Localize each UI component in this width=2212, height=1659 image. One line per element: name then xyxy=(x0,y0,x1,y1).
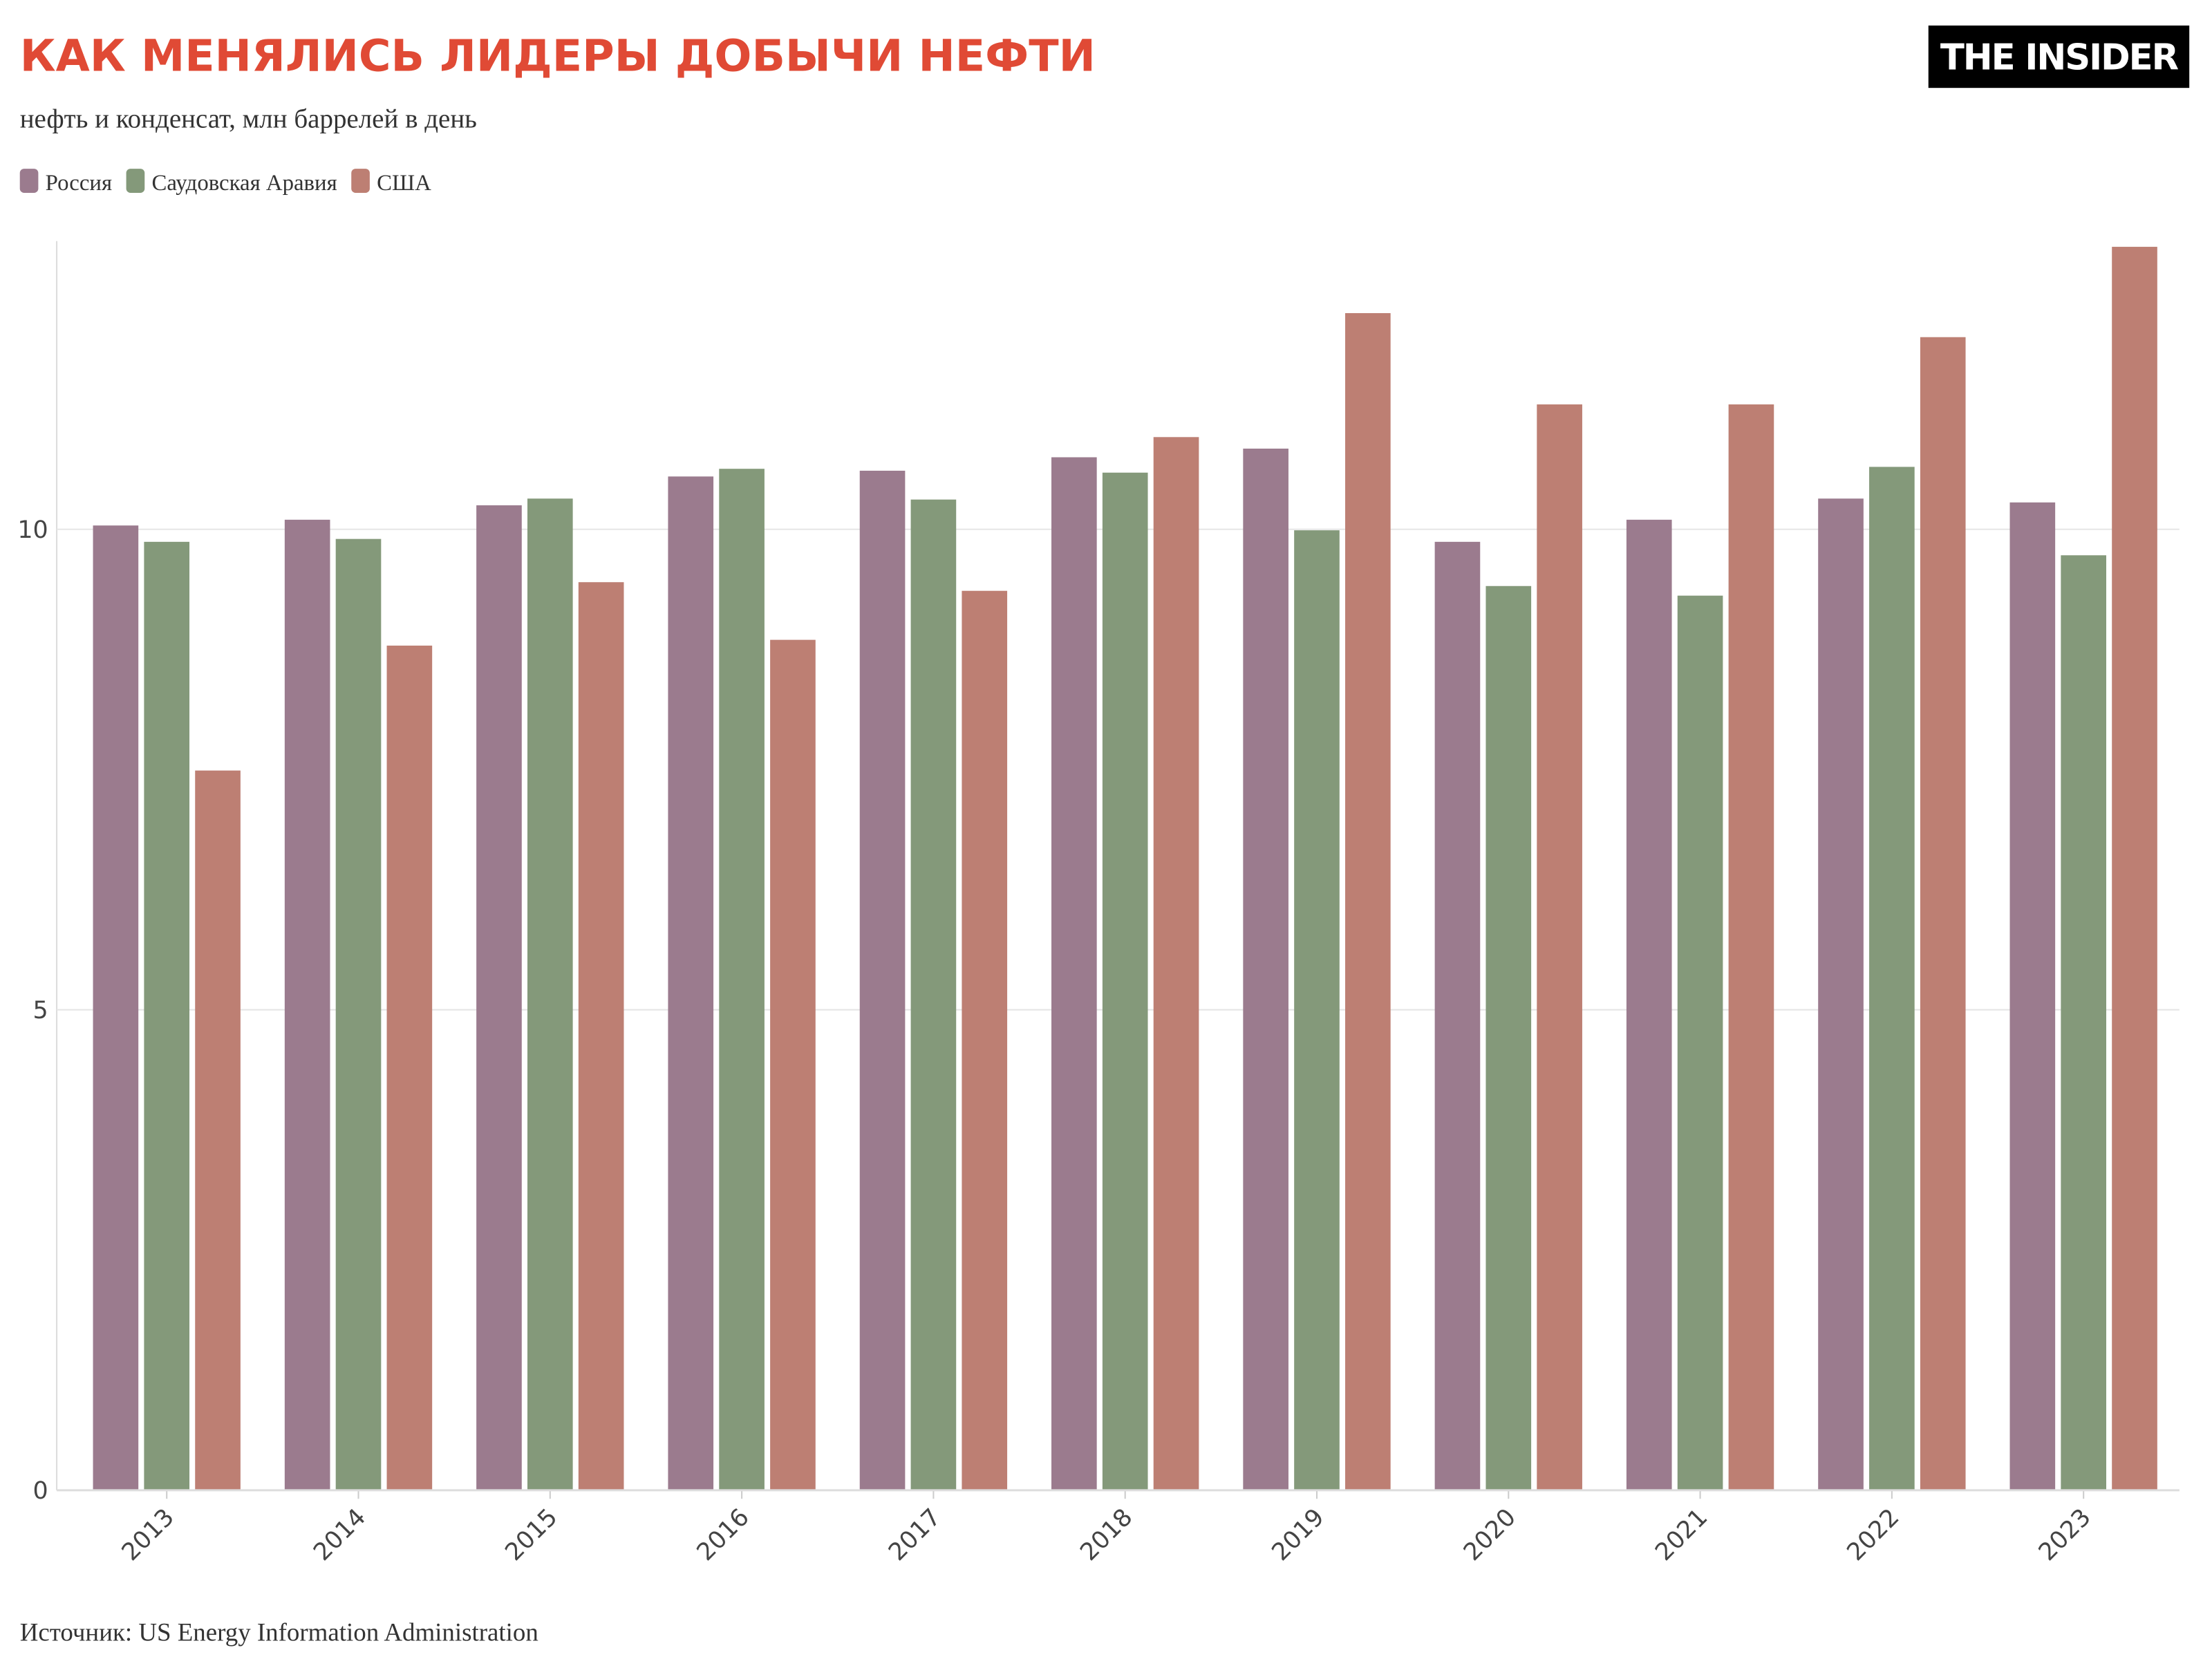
y-tick-label: 10 xyxy=(17,516,48,544)
bar xyxy=(93,525,139,1490)
bar xyxy=(859,470,906,1490)
legend-swatch xyxy=(126,169,145,193)
bar xyxy=(1345,312,1391,1490)
bar xyxy=(2112,247,2157,1490)
legend-label: Россия xyxy=(46,171,112,196)
chart-subtitle: нефть и конденсат, млн баррелей в день xyxy=(20,104,477,134)
bar xyxy=(1626,519,1672,1490)
bar xyxy=(1485,585,1532,1490)
bar xyxy=(1920,337,1966,1490)
bar xyxy=(910,499,957,1490)
bar xyxy=(1818,498,1864,1490)
logo: THE INSIDER xyxy=(1940,37,2179,79)
bar xyxy=(1153,437,1199,1490)
bar xyxy=(1537,404,1582,1490)
bar xyxy=(1102,472,1148,1490)
bar xyxy=(668,476,714,1490)
bar xyxy=(144,541,190,1490)
bar xyxy=(284,519,330,1490)
y-tick-label: 5 xyxy=(33,997,48,1024)
y-tick-label: 0 xyxy=(33,1477,48,1505)
bar xyxy=(1243,448,1288,1490)
bar xyxy=(770,639,816,1490)
legend-label: Саудовская Аравия xyxy=(152,171,337,196)
bar xyxy=(476,505,522,1490)
source: Источник: US Energy Information Administ… xyxy=(20,1618,538,1646)
bar xyxy=(195,770,241,1490)
bar xyxy=(386,645,433,1490)
legend-swatch xyxy=(19,169,39,193)
bar xyxy=(527,498,573,1490)
legend: Россия Саудовская Аравия США xyxy=(19,169,431,196)
bar xyxy=(335,538,382,1490)
legend-swatch xyxy=(351,169,370,193)
chart-title: КАК МЕНЯЛИСЬ ЛИДЕРЫ ДОБЫЧИ НЕФТИ xyxy=(20,30,1096,82)
bar xyxy=(1728,404,1774,1490)
bar xyxy=(578,582,624,1490)
bar xyxy=(1869,467,1915,1490)
bar xyxy=(962,590,1008,1490)
legend-label: США xyxy=(377,171,431,196)
bar xyxy=(1677,595,1723,1490)
bar xyxy=(2009,502,2056,1490)
bar xyxy=(2061,555,2106,1490)
bar xyxy=(1294,530,1340,1490)
bar xyxy=(1051,457,1097,1490)
logo-box xyxy=(1928,25,2190,88)
bar xyxy=(719,469,765,1490)
bar xyxy=(1434,541,1481,1490)
